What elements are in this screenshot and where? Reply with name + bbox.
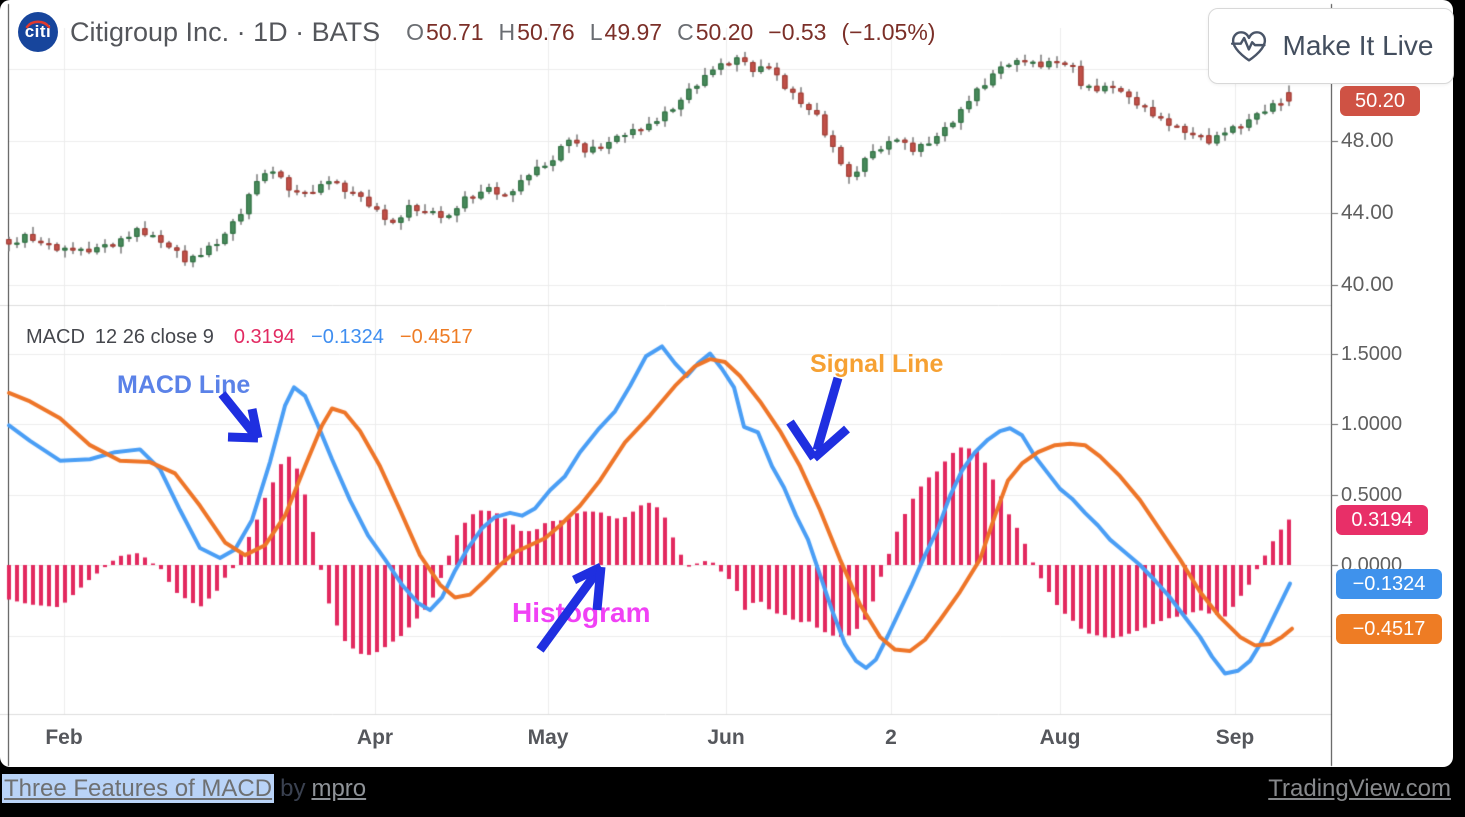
close-label: C bbox=[677, 18, 694, 45]
annotation-macd: MACD Line bbox=[117, 371, 251, 399]
price-axis-tick: 44.00 bbox=[1341, 201, 1394, 224]
citi-logo-text: citi bbox=[24, 22, 52, 41]
annotation-arrows bbox=[218, 376, 850, 653]
macd-values: 0.3194 −0.1324 −0.4517 bbox=[234, 326, 473, 349]
time-axis-label[interactable]: Jun bbox=[707, 726, 745, 749]
change-percent: (−1.05%) bbox=[841, 18, 936, 45]
low-label: L bbox=[589, 18, 603, 45]
time-axis-label[interactable]: Feb bbox=[45, 726, 83, 749]
macd-params: 12 26 close 9 bbox=[94, 326, 214, 348]
annotation-signal: Signal Line bbox=[810, 350, 944, 378]
footer-bar: Three Features of MACD by mpro TradingView… bbox=[0, 767, 1465, 817]
chart-widget: citi Citigroup Inc. · 1D · BATS O 50.71 H… bbox=[0, 0, 1454, 767]
price-axis-tick: 48.00 bbox=[1341, 129, 1394, 152]
high-value: 50.76 bbox=[517, 18, 575, 45]
time-axis-label[interactable]: Sep bbox=[1215, 726, 1255, 749]
price-axis-tick: 40.00 bbox=[1341, 273, 1394, 296]
symbol-title[interactable]: Citigroup Inc. · 1D · BATS bbox=[70, 16, 381, 47]
macd-histogram-value: 0.3194 bbox=[233, 326, 296, 348]
tradingview-link[interactable]: TradingView.com bbox=[1268, 775, 1451, 802]
change-value: −0.53 bbox=[768, 18, 827, 45]
chart-canvas[interactable] bbox=[0, 0, 1453, 767]
macd-axis-tick: 1.0000 bbox=[1341, 413, 1403, 435]
macd-axis-tick: 1.5000 bbox=[1341, 342, 1403, 365]
footer-chart-title-link[interactable]: Three Features of MACD bbox=[2, 774, 275, 803]
time-axis-label[interactable]: Apr bbox=[356, 726, 394, 749]
footer-author-link[interactable]: mpro bbox=[311, 775, 367, 802]
time-axis-label[interactable]: Aug bbox=[1039, 726, 1081, 749]
macd-axis-tick: 0.5000 bbox=[1341, 483, 1403, 506]
macd-line-value: −0.1324 bbox=[311, 326, 384, 348]
histogram-value-badge: 0.3194 bbox=[1336, 504, 1428, 535]
close-value: 50.20 bbox=[695, 18, 754, 45]
symbol-header: citi Citigroup Inc. · 1D · BATS O 50.71 H… bbox=[18, 12, 935, 52]
signal-value-badge: −0.4517 bbox=[1336, 613, 1442, 644]
time-axis-label[interactable]: 2 bbox=[885, 726, 897, 749]
make-it-live-button[interactable]: Make It Live bbox=[1208, 8, 1454, 84]
citi-logo-arc bbox=[25, 20, 51, 29]
open-value: 50.71 bbox=[425, 18, 484, 45]
macd-signal-value: −0.4517 bbox=[399, 326, 473, 348]
footer-attribution: Three Features of MACD by mpro bbox=[2, 774, 367, 803]
footer-by-text: by bbox=[280, 775, 306, 802]
macd-line-arrow bbox=[218, 391, 263, 443]
macd-indicator-name[interactable]: MACD bbox=[26, 326, 85, 348]
signal-line-arrow bbox=[786, 376, 850, 462]
high-label: H bbox=[498, 18, 516, 45]
macd-legend: MACD 12 26 close 9 0.3194 −0.1324 −0.4517 bbox=[26, 326, 473, 349]
heart-pulse-icon bbox=[1230, 31, 1266, 62]
histogram-arrow bbox=[536, 562, 606, 653]
time-axis-label[interactable]: May bbox=[527, 726, 569, 749]
annotation-histogram: Histogram bbox=[512, 597, 651, 628]
make-it-live-label: Make It Live bbox=[1282, 30, 1434, 61]
macd-value-badge: −0.1324 bbox=[1336, 568, 1442, 599]
ohlc-values: O 50.71 H 50.76 L 49.97 C 50.20 −0.53 (−1.05… bbox=[406, 19, 935, 46]
last-price-badge: 50.20 bbox=[1340, 86, 1420, 117]
citi-logo-icon: citi bbox=[18, 12, 58, 52]
low-value: 49.97 bbox=[604, 18, 663, 45]
open-label: O bbox=[406, 18, 424, 45]
